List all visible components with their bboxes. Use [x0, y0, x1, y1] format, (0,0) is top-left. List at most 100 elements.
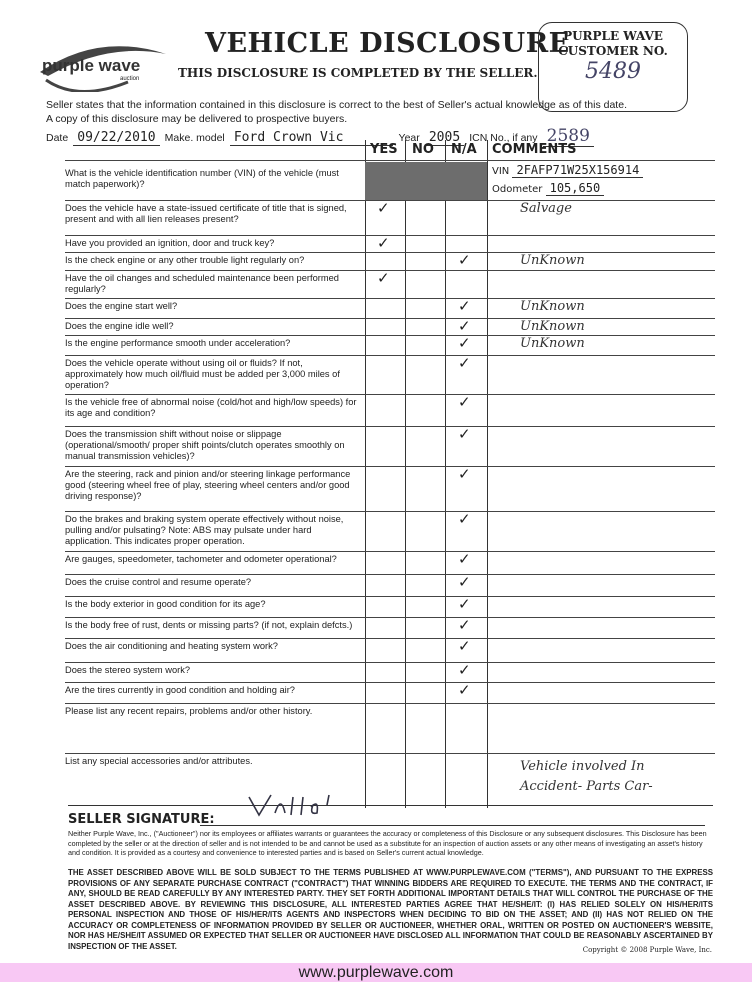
question-text: Does the vehicle have a state-issued cer… — [65, 203, 347, 224]
year-label: Year — [398, 132, 420, 144]
icn-label: ICN No., if any — [469, 132, 538, 144]
row-divider — [65, 682, 715, 683]
table-row: List any special accessories and/or attr… — [65, 753, 715, 808]
question-text: Is the body free of rust, dents or missi… — [65, 620, 353, 630]
question-text: Are the tires currently in good conditio… — [65, 685, 295, 695]
divider — [445, 140, 446, 808]
question-text: List any special accessories and/or attr… — [65, 756, 253, 766]
table-row: Does the engine start well? ✓ UnKnown — [65, 298, 715, 318]
checkmark-na[interactable]: ✓ — [458, 550, 471, 568]
question-text: Does the engine idle well? — [65, 321, 174, 331]
question-text: Does the cruise control and resume opera… — [65, 577, 252, 587]
table-row: Does the engine idle well? ✓ UnKnown — [65, 318, 715, 335]
vin-field[interactable]: 2FAFP71W25X156914 — [512, 163, 644, 178]
intro-line-1: Seller states that the information conta… — [46, 99, 627, 111]
table-row: Does the vehicle have a state-issued cer… — [65, 200, 715, 235]
question-text: Does the stereo system work? — [65, 665, 191, 675]
table-row: Please list any recent repairs, problems… — [65, 703, 715, 753]
question-text: Does the engine start well? — [65, 301, 178, 311]
table-row: Do the brakes and braking system operate… — [65, 511, 715, 551]
checkmark-na[interactable]: ✓ — [458, 393, 471, 411]
comment-text[interactable]: Salvage — [520, 201, 572, 216]
checkmark-na[interactable]: ✓ — [458, 637, 471, 655]
row-divider — [65, 466, 715, 467]
checkmark-yes[interactable]: ✓ — [377, 199, 390, 217]
comment-text[interactable]: UnKnown — [520, 253, 585, 268]
question-text: Are the steering, rack and pinion and/or… — [65, 469, 351, 501]
question-text: Is the vehicle free of abnormal noise (c… — [65, 397, 357, 418]
page-title: VEHICLE DISCLOSURE — [205, 28, 570, 59]
column-na: N/A — [451, 142, 477, 157]
terms-text: THE ASSET DESCRIBED ABOVE WILL BE SOLD S… — [68, 868, 713, 951]
checkmark-na[interactable]: ✓ — [458, 354, 471, 372]
row-divider — [65, 394, 715, 395]
make-field[interactable]: Ford Crown Vic — [229, 130, 394, 146]
checkmark-na[interactable]: ✓ — [458, 661, 471, 679]
table-row: Does the air conditioning and heating sy… — [65, 638, 715, 662]
checkmark-na[interactable]: ✓ — [458, 595, 471, 613]
checkmark-yes[interactable]: ✓ — [377, 234, 390, 252]
row-divider — [65, 638, 715, 639]
question-text: Does the vehicle operate without using o… — [65, 358, 340, 390]
table-row: Is the vehicle free of abnormal noise (c… — [65, 394, 715, 426]
comment-text[interactable]: Vehicle involved In Accident- Parts Car- — [520, 759, 653, 794]
table-row: Does the transmission shift without nois… — [65, 426, 715, 466]
row-divider — [65, 426, 715, 427]
row-divider — [65, 574, 715, 575]
logo-text: purple wave — [42, 56, 141, 75]
footer-url[interactable]: www.purplewave.com — [0, 963, 752, 982]
icn-field[interactable]: 2589 — [542, 126, 594, 147]
table-row: Is the engine performance smooth under a… — [65, 335, 715, 355]
checkmark-yes[interactable]: ✓ — [377, 269, 390, 287]
row-divider — [65, 270, 715, 271]
divider — [405, 140, 406, 808]
row-divider — [65, 200, 715, 201]
question-text: Do the brakes and braking system operate… — [65, 514, 344, 546]
seller-signature-label: SELLER SIGNATURE: — [68, 812, 215, 827]
odometer-label: Odometer — [492, 184, 543, 195]
checkmark-na[interactable]: ✓ — [458, 334, 471, 352]
comment-text[interactable]: UnKnown — [520, 319, 585, 334]
table-row: Does the cruise control and resume opera… — [65, 574, 715, 596]
column-yes: YES — [370, 142, 398, 157]
comment-text[interactable]: UnKnown — [520, 336, 585, 351]
checkmark-na[interactable]: ✓ — [458, 510, 471, 528]
checkmark-na[interactable]: ✓ — [458, 616, 471, 634]
column-no: NO — [412, 142, 434, 157]
table-row: Does the stereo system work? ✓ — [65, 662, 715, 682]
row-divider — [65, 252, 715, 253]
date-field[interactable]: 09/22/2010 — [73, 130, 160, 146]
odometer-field[interactable]: 105,650 — [545, 181, 605, 196]
divider — [365, 140, 366, 808]
question-text: Does the transmission shift without nois… — [65, 429, 345, 461]
question-text: Is the check engine or any other trouble… — [65, 255, 305, 265]
table-row: Have you provided an ignition, door and … — [65, 235, 715, 252]
seller-signature-field[interactable] — [200, 825, 705, 826]
checkmark-na[interactable]: ✓ — [458, 297, 471, 315]
row-divider — [65, 596, 715, 597]
comment-text[interactable]: UnKnown — [520, 299, 585, 314]
make-label: Make. model — [164, 132, 225, 144]
table-row: Is the check engine or any other trouble… — [65, 252, 715, 270]
row-divider — [65, 511, 715, 512]
table-row: Does the vehicle operate without using o… — [65, 355, 715, 394]
copyright: Copyright © 2008 Purple Wave, Inc. — [582, 946, 712, 954]
checkmark-na[interactable]: ✓ — [458, 573, 471, 591]
disclaimer-text: Neither Purple Wave, Inc., ("Auctioneer"… — [68, 829, 707, 857]
row-divider — [65, 662, 715, 663]
question-text: Are gauges, speedometer, tachometer and … — [65, 554, 337, 564]
table-row: Are the steering, rack and pinion and/or… — [65, 466, 715, 511]
checkmark-na[interactable]: ✓ — [458, 681, 471, 699]
checkmark-na[interactable]: ✓ — [458, 465, 471, 483]
row-divider — [65, 551, 715, 552]
checkmark-na[interactable]: ✓ — [458, 251, 471, 269]
disclosure-table: YES NO N/A COMMENTS What is the vehicle … — [65, 140, 715, 808]
vin-question: What is the vehicle identification numbe… — [65, 168, 339, 189]
row-divider — [65, 355, 715, 356]
checkmark-na[interactable]: ✓ — [458, 317, 471, 335]
checkmark-na[interactable]: ✓ — [458, 425, 471, 443]
vin-row: VIN 2FAFP71W25X156914 — [492, 163, 644, 178]
customer-number[interactable]: 5489 — [585, 59, 641, 84]
year-field[interactable]: 2005 — [424, 130, 465, 146]
question-text: Have the oil changes and scheduled maint… — [65, 273, 339, 294]
